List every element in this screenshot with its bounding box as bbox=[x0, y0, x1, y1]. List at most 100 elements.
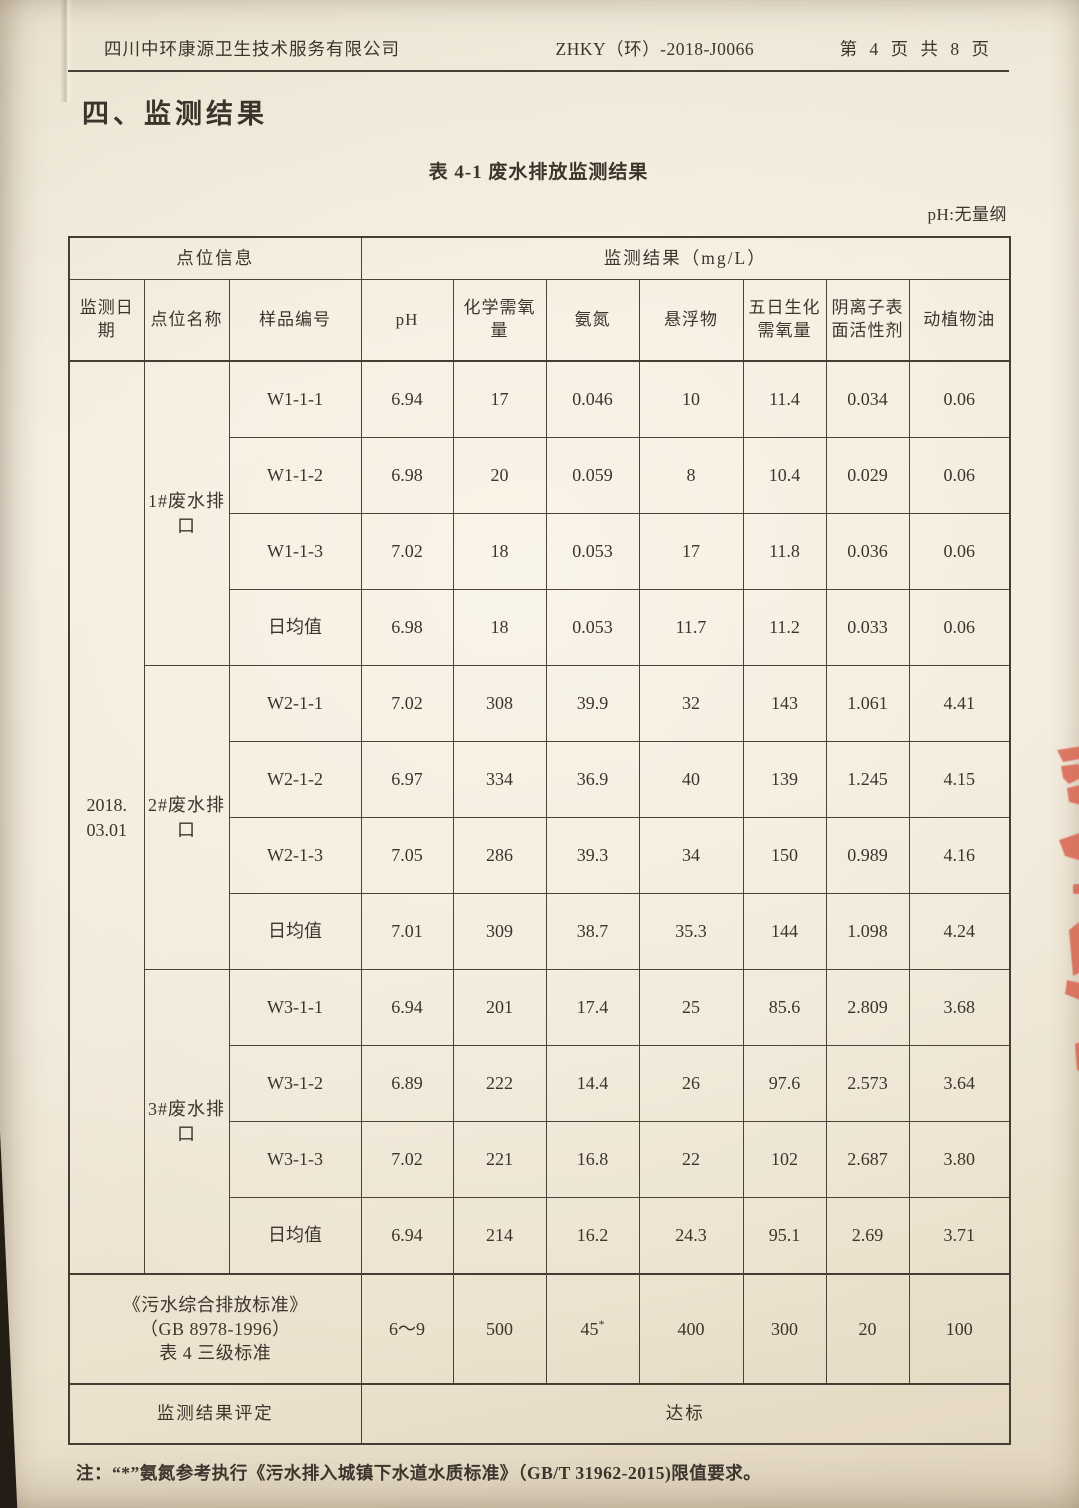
col-header-ammonia: 氨氮 bbox=[545, 279, 640, 362]
value-cell: 6.98 bbox=[360, 437, 454, 514]
value-cell: 2.69 bbox=[825, 1197, 910, 1275]
site-info-group-header: 点位信息 bbox=[68, 236, 362, 280]
value-cell: 6.89 bbox=[360, 1045, 454, 1122]
col-header-date: 监测日期 bbox=[68, 279, 145, 362]
standard-label-line-2: （GB 8978-1996） bbox=[140, 1318, 291, 1339]
value-cell: 95.1 bbox=[742, 1197, 827, 1275]
col-header-cod: 化学需氧量 bbox=[452, 279, 547, 362]
value-cell: 0.053 bbox=[545, 589, 640, 666]
standard-value-cell: 400 bbox=[638, 1273, 744, 1385]
value-cell: 4.41 bbox=[908, 665, 1011, 742]
value-cell: 4.16 bbox=[908, 817, 1011, 894]
value-cell: 144 bbox=[742, 893, 827, 970]
value-cell: 0.036 bbox=[825, 513, 910, 590]
evaluation-label-cell: 监测结果评定 bbox=[68, 1383, 362, 1445]
standard-value-cell: 6～9 bbox=[360, 1273, 454, 1385]
value-cell: 34 bbox=[638, 817, 744, 894]
standard-label-line-3: 表 4 三级标准 bbox=[159, 1343, 272, 1364]
table-row: 日均值 7.01 309 38.7 35.3 144 1.098 4.24 bbox=[69, 893, 1011, 970]
value-cell: 150 bbox=[742, 817, 827, 894]
red-seal-stamp-fragment bbox=[1057, 746, 1079, 1071]
standard-value-cell: 500 bbox=[452, 1273, 547, 1385]
site-cell-outlet-3: 3#废水排口 bbox=[143, 969, 230, 1275]
value-cell: 0.033 bbox=[825, 589, 910, 666]
page-number-info: 第 4 页 共 8 页 bbox=[839, 39, 993, 59]
standard-value-cell: 20 bbox=[825, 1273, 910, 1385]
value-cell: 0.989 bbox=[825, 817, 910, 894]
value-cell: 11.2 bbox=[742, 589, 827, 666]
ph-unit-note: pH:无量纲 bbox=[927, 205, 1007, 224]
value-cell: 6.97 bbox=[360, 741, 454, 818]
standard-label-line-1: 《污水综合排放标准》 bbox=[122, 1294, 308, 1315]
value-cell: 11.4 bbox=[742, 360, 827, 438]
table-row: W2-1-3 7.05 286 39.3 34 150 0.989 4.16 bbox=[69, 817, 1011, 894]
page-header: 四川中环康源卫生技术服务有限公司 ZHKY（环）-2018-J0066 第 4 … bbox=[68, 28, 1009, 72]
value-cell: 24.3 bbox=[638, 1197, 744, 1275]
table-row: 日均值 6.98 18 0.053 11.7 11.2 0.033 0.06 bbox=[69, 589, 1011, 666]
col-header-animal-plant-oil: 动植物油 bbox=[908, 279, 1011, 362]
value-cell: 25 bbox=[638, 969, 744, 1046]
standard-value-cell: 300 bbox=[742, 1273, 827, 1385]
date-line-1: 2018. bbox=[86, 795, 128, 816]
table-row: 日均值 6.94 214 16.2 24.3 95.1 2.69 3.71 bbox=[69, 1197, 1011, 1275]
value-cell: 286 bbox=[452, 817, 547, 894]
value-cell: 18 bbox=[452, 589, 547, 666]
table-column-header-row: 监测日期 点位名称 样品编号 pH 化学需氧量 氨氮 悬浮物 五日生化需氧量 阴… bbox=[68, 279, 1011, 362]
value-cell: 4.24 bbox=[908, 893, 1011, 970]
value-cell: 7.05 bbox=[360, 817, 454, 894]
value-cell: 102 bbox=[742, 1121, 827, 1198]
value-cell: 97.6 bbox=[742, 1045, 827, 1122]
sample-id-cell: W2-1-1 bbox=[228, 665, 362, 742]
value-cell: 10.4 bbox=[742, 437, 827, 514]
value-cell: 0.029 bbox=[825, 437, 910, 514]
value-cell: 139 bbox=[742, 741, 827, 818]
value-cell: 4.15 bbox=[908, 741, 1011, 818]
value-cell: 0.046 bbox=[545, 360, 640, 438]
value-cell: 6.94 bbox=[360, 360, 454, 438]
value-cell: 0.06 bbox=[908, 513, 1011, 590]
value-cell: 32 bbox=[638, 665, 744, 742]
col-header-sample-id: 样品编号 bbox=[228, 279, 362, 362]
value-cell: 201 bbox=[452, 969, 547, 1046]
value-cell: 22 bbox=[638, 1121, 744, 1198]
value-cell: 3.68 bbox=[908, 969, 1011, 1046]
value-cell: 20 bbox=[452, 437, 547, 514]
value-cell: 40 bbox=[638, 741, 744, 818]
page-edge-crease bbox=[60, 0, 72, 102]
document-number: ZHKY（环）-2018-J0066 bbox=[555, 39, 755, 59]
value-cell: 35.3 bbox=[638, 893, 744, 970]
value-cell: 3.64 bbox=[908, 1045, 1011, 1122]
value-cell: 39.9 bbox=[545, 665, 640, 742]
value-cell: 7.02 bbox=[360, 1121, 454, 1198]
value-cell: 17 bbox=[638, 513, 744, 590]
value-cell: 0.06 bbox=[908, 360, 1011, 438]
table-row: 2018. 03.01 1#废水排口 W1-1-1 6.94 17 0.046 … bbox=[68, 360, 1011, 1275]
value-cell: 10 bbox=[638, 360, 744, 438]
value-cell: 2.809 bbox=[825, 969, 910, 1046]
section-title: 四、监测结果 bbox=[82, 99, 268, 129]
results-group-header: 监测结果（mg/L） bbox=[360, 236, 1011, 280]
value-cell: 143 bbox=[742, 665, 827, 742]
sample-id-cell: W3-1-1 bbox=[228, 969, 362, 1046]
value-cell: 7.01 bbox=[360, 893, 454, 970]
sample-id-cell: W3-1-2 bbox=[228, 1045, 362, 1122]
value-cell: 6.98 bbox=[360, 589, 454, 666]
value-cell: 0.053 bbox=[545, 513, 640, 590]
value-cell: 36.9 bbox=[545, 741, 640, 818]
value-cell: 3.80 bbox=[908, 1121, 1011, 1198]
evaluation-row: 监测结果评定 达标 bbox=[68, 1383, 1011, 1445]
value-cell: 11.7 bbox=[638, 589, 744, 666]
table-footnote: 注：“*”氨氮参考执行《污水排入城镇下水道水质标准》（GB/T 31962-20… bbox=[76, 1463, 762, 1483]
standard-ammonia-value: 45 bbox=[580, 1318, 599, 1339]
value-cell: 3.71 bbox=[908, 1197, 1011, 1275]
table-row: W1-1-2 6.98 20 0.059 8 10.4 0.029 0.06 bbox=[69, 437, 1011, 514]
table-title: 表 4-1 废水排放监测结果 bbox=[428, 162, 649, 183]
value-cell: 17 bbox=[452, 360, 547, 438]
sample-id-cell: 日均值 bbox=[228, 1197, 362, 1275]
value-cell: 1.061 bbox=[825, 665, 910, 742]
value-cell: 2.573 bbox=[825, 1045, 910, 1122]
sample-id-cell: W3-1-3 bbox=[228, 1121, 362, 1198]
value-cell: 16.2 bbox=[545, 1197, 640, 1275]
value-cell: 1.098 bbox=[825, 893, 910, 970]
